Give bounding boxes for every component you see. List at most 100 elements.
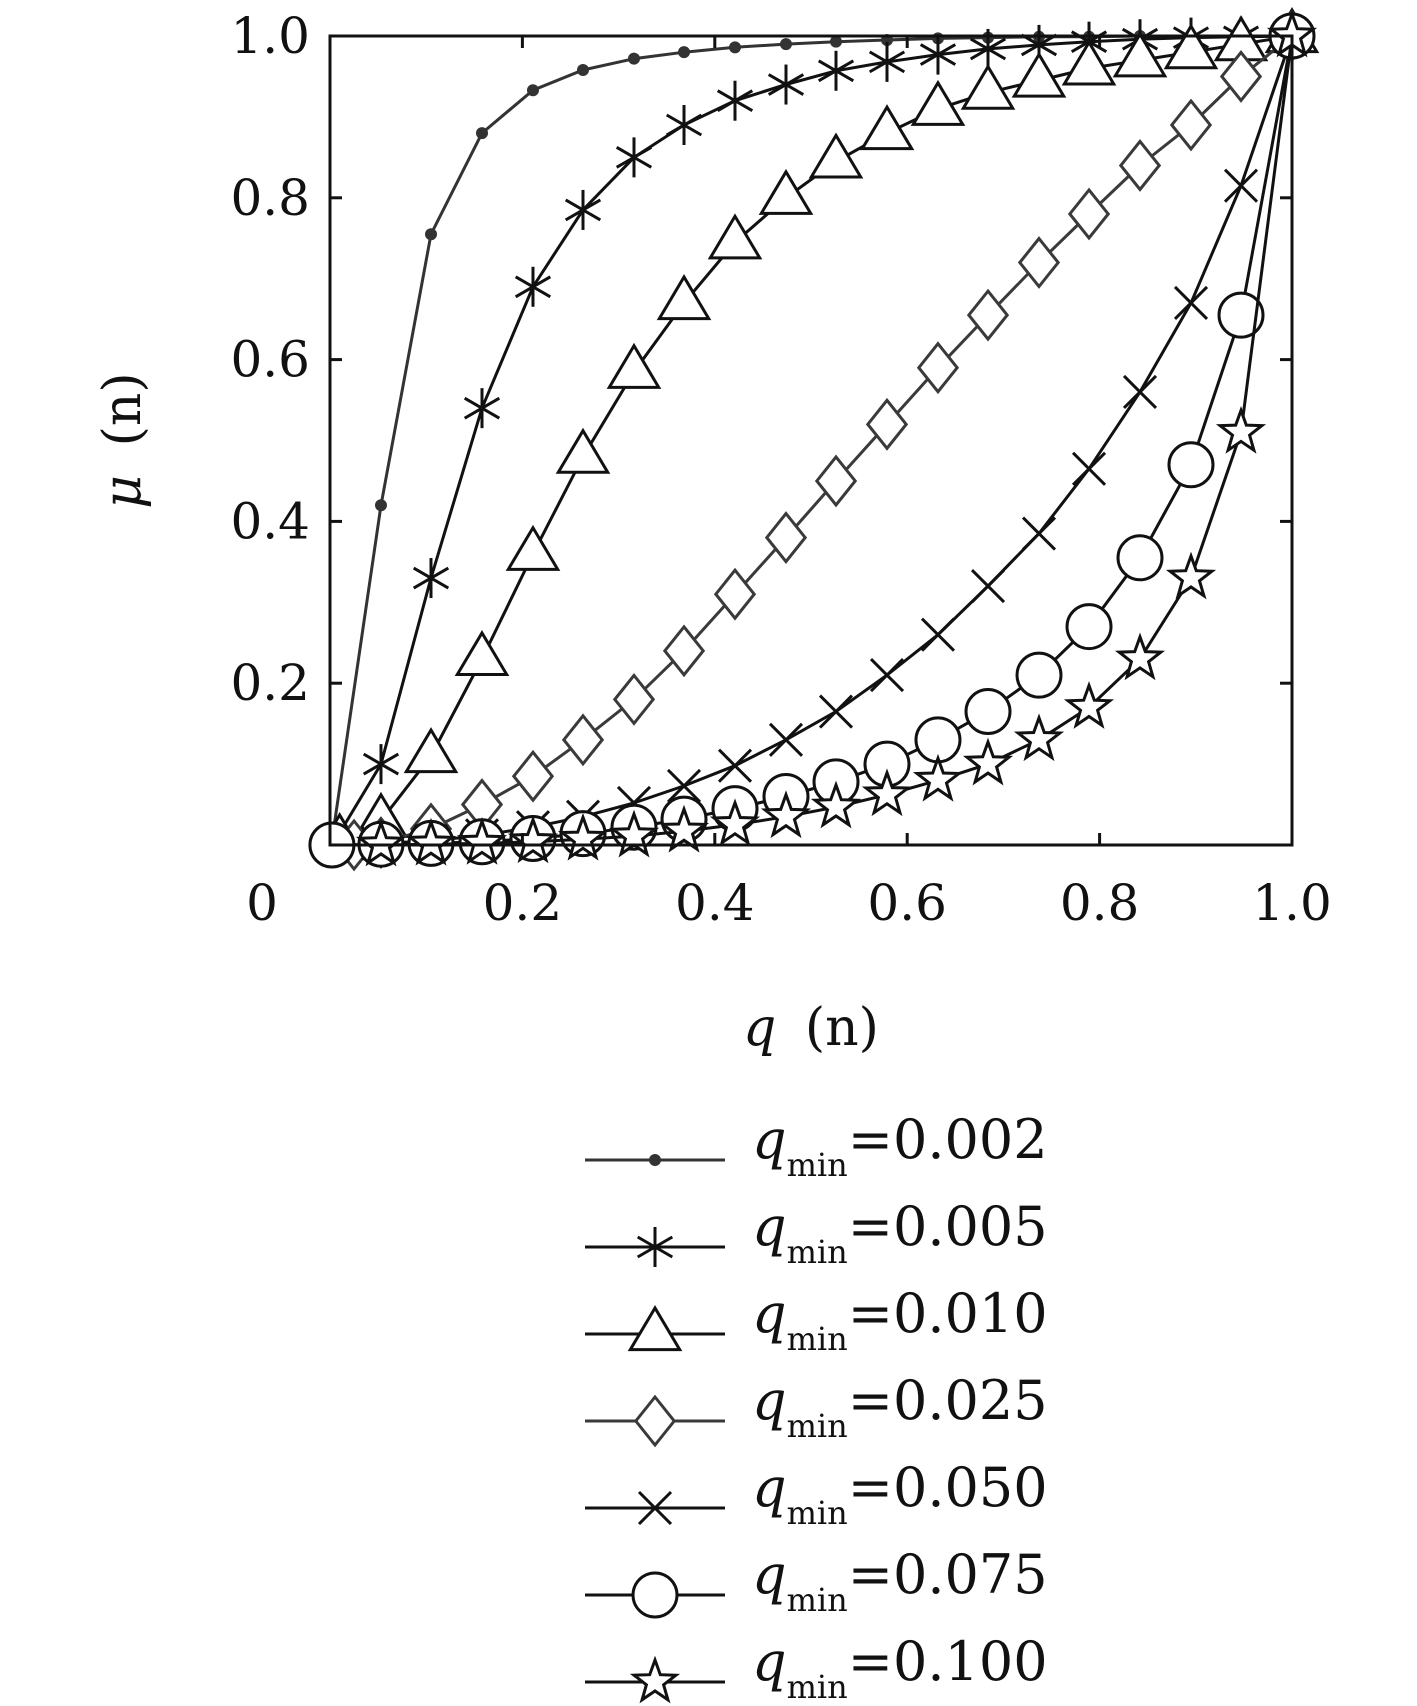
data-point (1015, 651, 1063, 699)
data-point (707, 213, 763, 260)
data-point (425, 228, 438, 241)
data-point (1071, 451, 1107, 486)
legend-label: qmin=0.100 (752, 1630, 1048, 1706)
data-point (1065, 603, 1113, 651)
data-point (920, 617, 956, 652)
data-point (912, 753, 964, 802)
data-point (1061, 39, 1117, 86)
data-point (1173, 285, 1209, 321)
data-point (767, 64, 805, 105)
data-point (615, 137, 653, 178)
legend-label-var: q (752, 1456, 787, 1519)
data-point (1021, 516, 1057, 551)
data-point (869, 658, 905, 693)
legend-label-var: q (752, 1195, 787, 1258)
series-layer (308, 7, 1320, 872)
legend-item: qmin=0.002 (585, 1108, 1048, 1184)
y-tick-label: 0.8 (230, 169, 310, 227)
legend-marker (627, 1305, 683, 1352)
x-tick-label: 0 (246, 874, 278, 932)
data-point (1112, 31, 1168, 78)
data-point (1013, 713, 1065, 762)
ticks-layer: 0 0.2 0.4 0.6 0.8 1.0 0.2 0.4 0.6 0.8 1.0 (230, 7, 1331, 932)
data-point (577, 63, 590, 76)
x-axis-label-arg: (n) (805, 998, 879, 1058)
data-point (868, 41, 906, 82)
legend-item: qmin=0.075 (585, 1543, 1048, 1619)
legend-marker (633, 1394, 677, 1448)
x-axis-label-var: q (743, 998, 776, 1058)
data-point (454, 629, 510, 677)
data-point (355, 818, 407, 867)
axis-labels: q (n) μ (n) (93, 372, 879, 1058)
data-point (1163, 23, 1219, 70)
data-point (779, 38, 792, 51)
data-point (916, 341, 960, 395)
x-tick-label: 1.0 (1252, 874, 1332, 932)
data-point (507, 815, 559, 864)
data-point (1118, 139, 1162, 192)
legend-item: qmin=0.025 (585, 1369, 1048, 1448)
x-axis-label: q (n) (743, 998, 879, 1058)
legend-label-value: =0.075 (848, 1543, 1048, 1606)
data-point (1011, 51, 1067, 98)
data-point (1169, 98, 1213, 152)
data-point (814, 454, 858, 508)
data-point (970, 569, 1006, 604)
legend-label-var: q (752, 1369, 787, 1432)
legend-marker (649, 1154, 661, 1166)
data-point (919, 34, 957, 75)
legend-label-sub: min (787, 1581, 848, 1619)
data-point (405, 817, 457, 866)
data-point (1165, 551, 1217, 600)
data-point (658, 804, 710, 853)
legend-label-sub: min (787, 1668, 848, 1706)
legend-label: qmin=0.075 (752, 1543, 1048, 1619)
y-tick-label: 0.4 (230, 492, 310, 550)
legend-item: qmin=0.100 (585, 1630, 1048, 1706)
data-point (760, 790, 812, 839)
y-axis-label-var: μ (93, 475, 153, 509)
data-point (713, 567, 757, 621)
data-point (962, 737, 1014, 786)
legend-label-sub: min (787, 1407, 848, 1445)
data-point (716, 80, 754, 121)
legend-label-value: =0.002 (848, 1108, 1048, 1171)
legend-label-var: q (752, 1282, 787, 1345)
data-point (717, 748, 753, 783)
data-point (830, 35, 843, 48)
legend-label-value: =0.025 (848, 1369, 1048, 1432)
x-tick-label: 0.2 (483, 874, 563, 932)
data-point (412, 558, 450, 599)
series-6 (308, 12, 1316, 869)
data-point (362, 744, 400, 785)
data-point (768, 722, 804, 757)
y-axis-label-arg: (n) (93, 372, 153, 446)
data-point (564, 189, 602, 230)
data-point (1217, 291, 1265, 339)
data-point (374, 499, 387, 512)
data-point (505, 524, 561, 571)
data-point (1114, 632, 1166, 681)
legend-label: qmin=0.025 (752, 1369, 1048, 1445)
data-point (555, 427, 611, 474)
data-point (1219, 50, 1263, 103)
data-point (665, 104, 703, 145)
y-tick-label: 1.0 (230, 7, 310, 65)
legend-label-sub: min (787, 1146, 848, 1184)
legend-label: qmin=0.050 (752, 1456, 1048, 1532)
legend: qmin=0.002qmin=0.005qmin=0.010qmin=0.025… (585, 1108, 1048, 1706)
data-point (475, 127, 488, 140)
legend-label-sub: min (787, 1494, 848, 1532)
data-point (1017, 236, 1061, 289)
y-tick-label: 0.6 (230, 331, 310, 389)
data-point (729, 41, 742, 54)
data-point (818, 694, 854, 729)
legend-label-value: =0.100 (848, 1630, 1048, 1693)
data-point (1167, 441, 1215, 489)
series-line (333, 34, 1293, 842)
legend-label-var: q (752, 1108, 787, 1171)
data-point (1067, 187, 1111, 241)
data-point (403, 727, 459, 774)
